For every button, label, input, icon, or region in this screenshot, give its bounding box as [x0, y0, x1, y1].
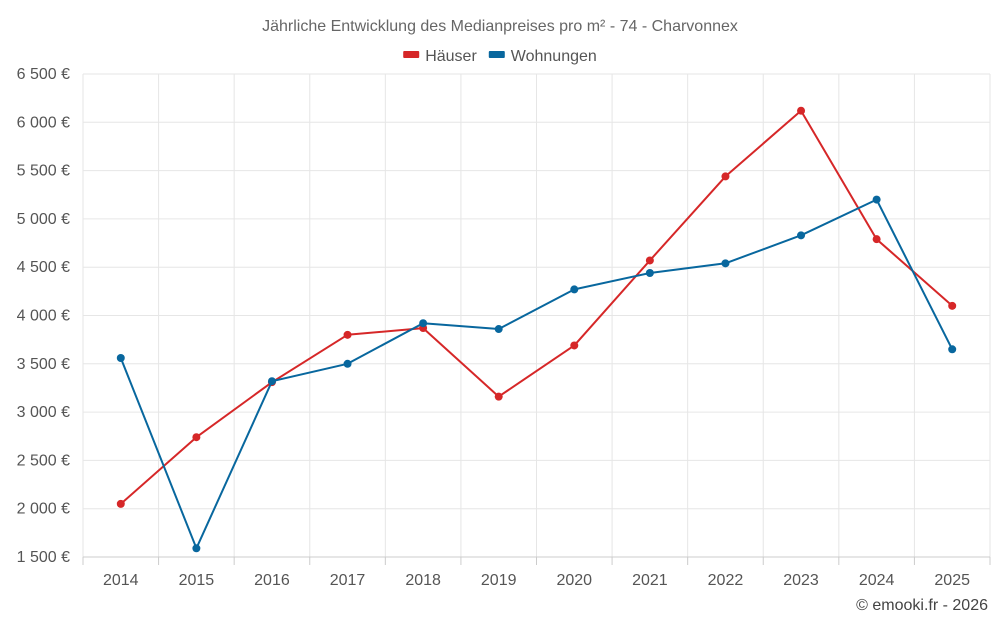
y-tick-label: 6 000 €	[17, 114, 70, 131]
data-point-wohnungen[interactable]	[419, 319, 428, 328]
data-point-haeuser[interactable]	[343, 330, 352, 339]
data-point-haeuser[interactable]	[570, 341, 579, 350]
x-tick-label: 2022	[708, 572, 744, 589]
x-tick-label: 2025	[934, 572, 970, 589]
data-point-wohnungen[interactable]	[343, 359, 352, 368]
data-point-wohnungen[interactable]	[948, 345, 957, 354]
y-tick-label: 4 000 €	[17, 308, 70, 325]
data-point-wohnungen[interactable]	[721, 259, 730, 268]
data-point-wohnungen[interactable]	[494, 325, 503, 334]
data-point-wohnungen[interactable]	[570, 285, 579, 294]
y-tick-label: 2 500 €	[17, 452, 70, 469]
grid	[82, 73, 991, 558]
x-axis: 2014 2015 2016 2017 2018 2019 2020 2021 2022 2023…	[82, 556, 991, 589]
x-tick-label: 2017	[330, 572, 366, 589]
x-tick-label: 2019	[481, 572, 517, 589]
y-tick-label: 3 500 €	[17, 356, 70, 373]
data-point-haeuser[interactable]	[797, 106, 806, 115]
data-point-haeuser[interactable]	[192, 433, 201, 442]
legend-label: Wohnungen	[511, 48, 597, 65]
x-tick-label: 2020	[556, 572, 592, 589]
y-tick-label: 4 500 €	[17, 259, 70, 276]
x-tick-label: 2024	[859, 572, 895, 589]
y-axis: 1 500 € 2 000 € 2 500 € 3 000 € 3 500 € 4 000…	[17, 66, 70, 566]
legend-swatch	[488, 51, 505, 58]
data-point-haeuser[interactable]	[948, 301, 957, 310]
data-point-wohnungen[interactable]	[645, 268, 654, 277]
data-point-haeuser[interactable]	[721, 172, 730, 181]
x-tick-label: 2021	[632, 572, 668, 589]
y-tick-label: 5 500 €	[17, 163, 70, 180]
legend: Häuser Wohnungen	[403, 48, 597, 65]
y-tick-label: 3 000 €	[17, 404, 70, 421]
legend-label: Häuser	[425, 48, 477, 65]
data-point-wohnungen[interactable]	[872, 195, 881, 204]
data-point-haeuser[interactable]	[645, 256, 654, 265]
series-haeuser	[116, 106, 957, 508]
x-tick-label: 2015	[179, 572, 215, 589]
chart-title: Jährliche Entwicklung des Medianpreises …	[262, 18, 738, 35]
series-line-haeuser	[120, 109, 953, 505]
y-tick-label: 5 000 €	[17, 211, 70, 228]
y-tick-label: 6 500 €	[17, 66, 70, 83]
data-point-haeuser[interactable]	[116, 499, 125, 508]
series-line-wohnungen	[119, 198, 954, 550]
series-wohnungen	[116, 195, 957, 553]
x-tick-label: 2016	[254, 572, 290, 589]
x-tick-label: 2023	[783, 572, 819, 589]
y-tick-label: 2 000 €	[17, 501, 70, 518]
x-tick-label: 2018	[405, 572, 441, 589]
data-point-wohnungen[interactable]	[116, 354, 125, 363]
legend-item-wohnungen[interactable]: Wohnungen	[488, 48, 597, 65]
data-point-wohnungen[interactable]	[267, 377, 276, 386]
data-point-haeuser[interactable]	[872, 235, 881, 244]
y-tick-label: 1 500 €	[17, 549, 70, 566]
legend-item-haeuser[interactable]: Häuser	[403, 48, 477, 65]
x-tick-label: 2014	[103, 572, 139, 589]
data-point-haeuser[interactable]	[494, 392, 503, 401]
series-layer	[116, 106, 957, 553]
data-point-wohnungen[interactable]	[192, 544, 201, 553]
data-point-wohnungen[interactable]	[797, 231, 806, 240]
legend-swatch	[403, 51, 420, 58]
credit-text: © emooki.fr - 2026	[856, 597, 988, 614]
